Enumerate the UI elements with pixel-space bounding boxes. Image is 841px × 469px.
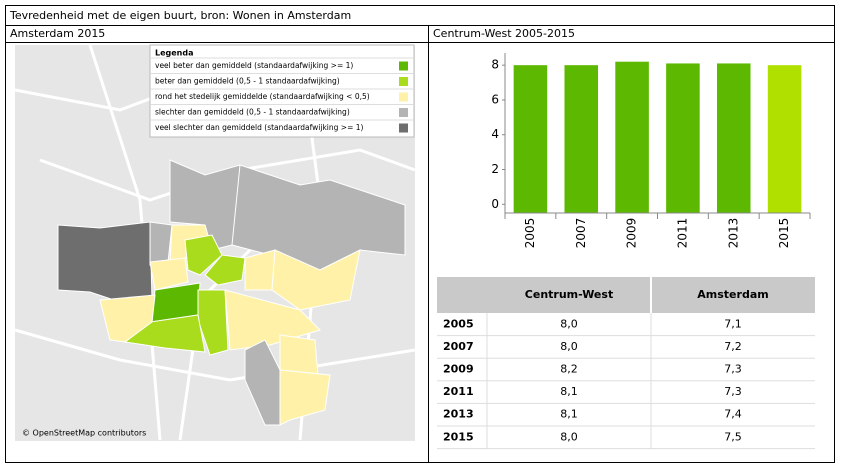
table-year: 2013	[443, 408, 474, 421]
bar	[767, 65, 802, 213]
table-cell: 8,1	[560, 385, 578, 398]
table-cell: 7,4	[724, 408, 742, 421]
table-cell: 7,5	[724, 430, 742, 443]
y-tick-label: 0	[491, 197, 499, 211]
district	[149, 257, 189, 291]
table-year: 2009	[443, 363, 474, 376]
district	[204, 254, 246, 286]
outer-frame	[5, 5, 835, 463]
table-year: 2007	[443, 340, 474, 353]
legend-box	[149, 44, 415, 138]
chart-title: Centrum-West 2005-2015	[433, 27, 575, 40]
district	[184, 234, 223, 276]
table-cell: 7,3	[724, 363, 742, 376]
y-tick-label: 6	[491, 92, 499, 106]
table-cell: 7,2	[724, 340, 742, 353]
x-tick-label: 2015	[777, 218, 791, 249]
district	[149, 221, 173, 266]
bar	[564, 65, 599, 213]
legend-label: veel beter dan gemiddeld (standaardafwij…	[155, 61, 353, 70]
legend-label: beter dan gemiddeld (0,5 - 1 standaardaf…	[155, 77, 340, 86]
legend-label: rond het stedelijk gemiddelde (standaard…	[155, 92, 370, 101]
table-header-bg	[437, 277, 815, 313]
table-cell: 8,0	[560, 430, 578, 443]
x-tick-label: 2007	[574, 218, 588, 249]
map: Legenda © OpenStreetMap contributors	[14, 44, 416, 441]
y-tick-label: 8	[491, 58, 499, 72]
district	[231, 164, 406, 271]
page-title: Tevredenheid met de eigen buurt, bron: W…	[9, 9, 351, 22]
district	[57, 221, 153, 303]
legend-title: Legenda	[155, 49, 194, 58]
x-tick-label: 2013	[726, 218, 740, 249]
legend-swatch	[399, 77, 408, 86]
y-tick-label: 4	[491, 127, 499, 141]
map-title: Amsterdam 2015	[10, 27, 105, 40]
table-cell: 8,0	[560, 317, 578, 330]
district	[99, 294, 156, 343]
legend-swatch	[399, 123, 408, 133]
table-cell: 8,1	[560, 408, 578, 421]
x-tick-label: 2011	[675, 218, 689, 249]
table-cell: 7,3	[724, 385, 742, 398]
table-year: 2015	[443, 430, 474, 443]
table-header: Centrum-West	[525, 288, 613, 301]
map-attribution: © OpenStreetMap contributors	[22, 429, 146, 438]
table-year: 2011	[443, 385, 474, 398]
table-cell: 8,2	[560, 363, 578, 376]
district	[279, 334, 319, 376]
table-header: Amsterdam	[697, 288, 768, 301]
legend-label: veel slechter dan gemiddeld (standaardaf…	[155, 123, 364, 132]
legend-swatch	[399, 61, 408, 71]
bar	[513, 65, 548, 213]
table-cell: 8,0	[560, 340, 578, 353]
bar	[615, 61, 649, 214]
x-tick-label: 2009	[625, 218, 639, 249]
y-tick-label: 2	[491, 162, 499, 176]
legend-label: slechter dan gemiddeld (0,5 - 1 standaar…	[155, 108, 350, 117]
table-cell: 7,1	[724, 317, 742, 330]
table-year: 2005	[443, 317, 474, 330]
legend-swatch	[399, 92, 408, 102]
x-tick-label: 2005	[523, 218, 537, 249]
bar	[716, 63, 751, 213]
district	[271, 249, 361, 311]
bar	[666, 63, 700, 213]
legend-swatch	[399, 108, 408, 117]
district	[279, 369, 331, 426]
